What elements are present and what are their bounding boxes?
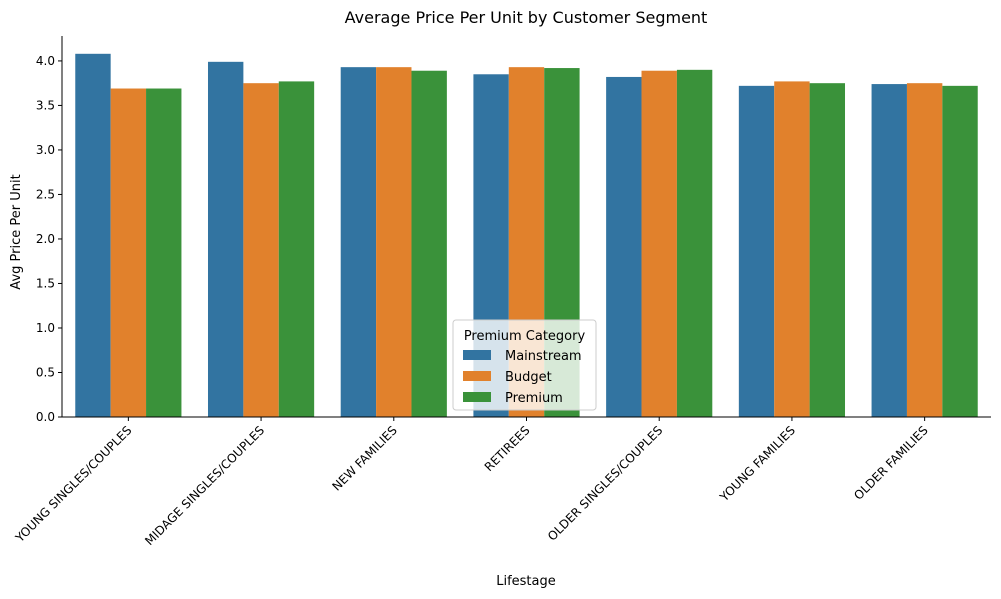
bar-premium-4 (676, 69, 713, 417)
legend-swatch-budget (463, 371, 491, 381)
y-axis-label: Avg Price Per Unit (9, 174, 24, 289)
y-tick-label: 1.5 (36, 276, 55, 290)
y-tick-label: 2.5 (36, 187, 55, 201)
bar-budget-6 (906, 83, 943, 418)
bar-premium-2 (411, 70, 447, 417)
legend-title: Premium Category (464, 329, 586, 344)
bar-mainstream-4 (606, 76, 642, 417)
y-tick-label: 1.0 (36, 321, 55, 335)
x-tick-label: OLDER FAMILIES (851, 423, 931, 503)
legend-label-budget: Budget (505, 370, 552, 385)
x-tick-label: NEW FAMILIES (329, 423, 399, 493)
chart-title: Average Price Per Unit by Customer Segme… (345, 8, 708, 27)
legend-label-premium: Premium (505, 391, 563, 406)
bar-premium-1 (278, 81, 315, 418)
bars-group (75, 53, 978, 418)
x-tick-label: RETIREES (482, 423, 533, 474)
bar-mainstream-5 (738, 85, 775, 417)
x-tick-label: YOUNG FAMILIES (717, 423, 799, 505)
legend-box (452, 319, 597, 411)
x-tick-label: MIDAGE SINGLES/COUPLES (142, 423, 267, 548)
y-tick-label: 0.5 (36, 365, 55, 379)
bar-mainstream-0 (75, 53, 111, 418)
bar-budget-2 (376, 67, 412, 417)
bar-budget-0 (110, 88, 147, 418)
y-tick-label: 2.0 (36, 232, 55, 246)
bar-premium-0 (146, 88, 182, 418)
legend-swatch-mainstream (463, 350, 491, 360)
x-tick-label: YOUNG SINGLES/COUPLES (12, 423, 134, 545)
x-axis-label: Lifestage (496, 574, 556, 589)
legend: Premium Category Mainstream Budget Premium (452, 319, 597, 411)
y-tick-label: 4.0 (36, 54, 55, 68)
x-tick-label: OLDER SINGLES/COUPLES (545, 423, 665, 543)
legend-swatch-premium (463, 392, 491, 402)
x-axis: YOUNG SINGLES/COUPLES MIDAGE SINGLES/COUP… (12, 416, 991, 548)
legend-label-mainstream: Mainstream (505, 349, 582, 364)
y-tick-label: 3.0 (36, 143, 55, 157)
bar-mainstream-6 (871, 84, 907, 417)
y-tick-label: 3.5 (36, 98, 55, 112)
bar-mainstream-2 (340, 67, 377, 417)
bar-premium-5 (809, 83, 846, 418)
y-axis: 0.0 0.5 1.0 1.5 2.0 2.5 3.0 3.5 4.0 (36, 36, 63, 424)
bar-mainstream-1 (207, 61, 244, 417)
bar-budget-4 (641, 70, 677, 417)
y-tick-label: 0.0 (36, 410, 55, 424)
bar-budget-5 (774, 81, 810, 418)
bar-premium-6 (942, 85, 978, 417)
bar-budget-1 (243, 83, 279, 418)
